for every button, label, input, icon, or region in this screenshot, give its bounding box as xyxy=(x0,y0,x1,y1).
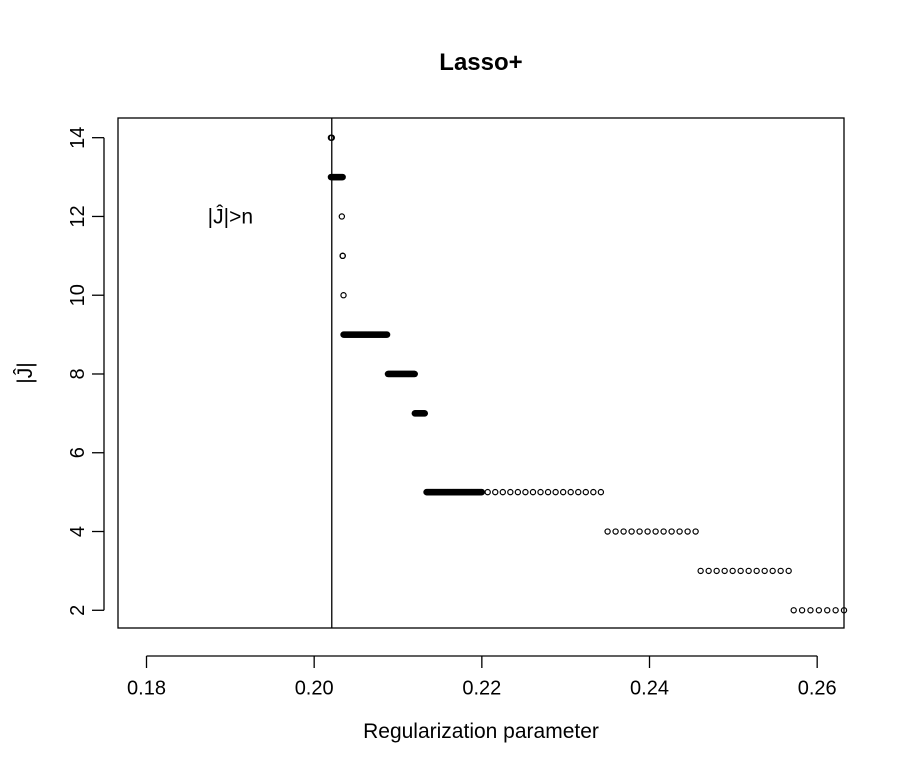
y-tick-label: 8 xyxy=(67,368,89,379)
data-point xyxy=(777,567,784,575)
y-tick-label: 4 xyxy=(67,526,89,537)
data-point xyxy=(697,567,704,575)
data-point xyxy=(529,488,537,496)
data-point xyxy=(328,134,335,141)
data-point xyxy=(339,173,346,181)
data-point xyxy=(745,567,752,575)
chart-title: Lasso+ xyxy=(439,49,522,76)
data-point xyxy=(620,528,627,535)
data-point xyxy=(753,567,760,575)
data-point xyxy=(761,567,768,575)
data-point xyxy=(636,528,643,535)
data-point xyxy=(840,607,848,614)
threshold-annotation: |Ĵ|>n xyxy=(208,205,253,228)
data-point xyxy=(411,370,418,378)
data-point xyxy=(660,528,667,535)
x-tick-label: 0.26 xyxy=(798,678,837,700)
y-tick-label: 2 xyxy=(67,605,89,616)
data-point xyxy=(339,252,346,260)
data-point xyxy=(705,567,712,575)
data-point xyxy=(769,567,776,575)
data-point xyxy=(383,331,391,338)
data-point xyxy=(582,488,589,496)
data-point xyxy=(628,528,635,535)
y-tick-label: 6 xyxy=(67,447,89,458)
x-tick-label: 0.24 xyxy=(630,678,669,700)
data-point xyxy=(668,528,675,535)
x-axis: 0.18 0.20 0.22 0.24 0.26 xyxy=(127,655,837,700)
data-point xyxy=(692,528,699,535)
data-point xyxy=(514,488,522,496)
data-point xyxy=(499,488,506,496)
data-point xyxy=(824,607,831,614)
y-tick-label: 12 xyxy=(67,205,89,227)
data-point xyxy=(421,410,429,417)
data-point xyxy=(537,488,544,496)
data-points xyxy=(327,134,848,614)
data-point xyxy=(815,607,823,614)
data-point xyxy=(492,488,499,496)
data-point xyxy=(575,488,582,496)
x-axis-title: Regularization parameter xyxy=(363,720,599,743)
data-point xyxy=(676,528,683,535)
plot-frame xyxy=(117,117,845,629)
data-point xyxy=(785,567,792,575)
data-point xyxy=(798,607,806,614)
data-point xyxy=(559,488,567,496)
x-tick-label: 0.18 xyxy=(127,678,166,700)
data-point xyxy=(597,488,605,496)
data-point xyxy=(522,488,529,496)
data-point xyxy=(552,488,559,496)
data-point xyxy=(713,567,720,575)
data-point xyxy=(790,607,797,614)
data-point xyxy=(338,213,346,220)
data-point xyxy=(604,528,611,535)
data-point xyxy=(737,567,744,575)
x-tick-label: 0.20 xyxy=(295,678,334,700)
data-point xyxy=(478,488,486,496)
y-tick-label: 14 xyxy=(67,127,89,149)
data-point xyxy=(507,488,514,496)
data-point xyxy=(567,488,574,496)
data-point xyxy=(652,528,659,535)
data-point xyxy=(612,528,619,535)
y-axis: 2 4 6 8 10 12 14 xyxy=(67,127,105,616)
x-tick-label: 0.22 xyxy=(462,678,501,700)
data-point xyxy=(684,528,691,535)
y-axis-title: |Ĵ| xyxy=(14,362,37,383)
y-tick-label: 10 xyxy=(67,284,89,306)
data-point xyxy=(544,488,552,496)
data-point xyxy=(729,567,736,575)
data-point xyxy=(807,607,814,614)
data-point xyxy=(590,488,597,496)
data-point xyxy=(484,488,491,496)
data-point xyxy=(721,567,728,575)
data-point xyxy=(340,292,347,299)
data-point xyxy=(644,528,651,535)
data-point xyxy=(832,607,839,614)
